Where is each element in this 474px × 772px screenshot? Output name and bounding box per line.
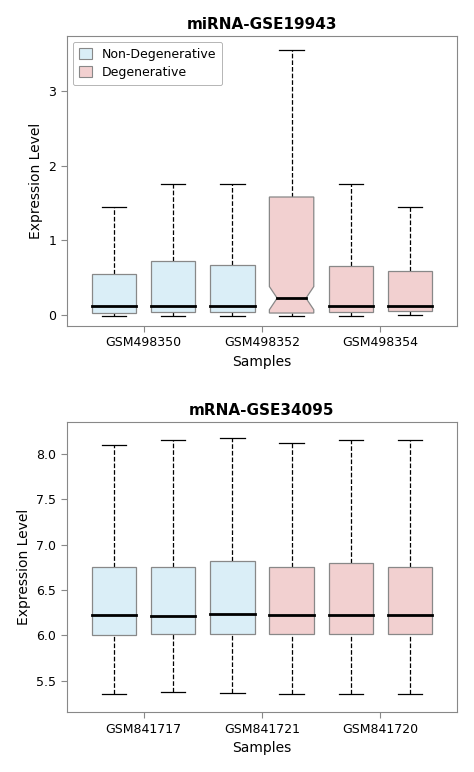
Bar xyxy=(269,567,314,634)
Bar xyxy=(328,266,373,313)
Bar xyxy=(92,274,136,313)
Polygon shape xyxy=(269,197,314,313)
Title: miRNA-GSE19943: miRNA-GSE19943 xyxy=(187,17,337,32)
Bar xyxy=(388,567,432,634)
Y-axis label: Expression Level: Expression Level xyxy=(17,510,31,625)
Bar xyxy=(388,272,432,311)
Bar xyxy=(328,563,373,634)
Title: mRNA-GSE34095: mRNA-GSE34095 xyxy=(189,403,335,418)
Bar xyxy=(151,261,195,312)
X-axis label: Samples: Samples xyxy=(232,354,292,369)
Y-axis label: Expression Level: Expression Level xyxy=(28,123,43,239)
Bar xyxy=(210,265,255,313)
Bar xyxy=(210,561,255,634)
Legend: Non-Degenerative, Degenerative: Non-Degenerative, Degenerative xyxy=(73,42,222,86)
Bar xyxy=(151,567,195,634)
X-axis label: Samples: Samples xyxy=(232,741,292,755)
Bar xyxy=(92,567,136,635)
